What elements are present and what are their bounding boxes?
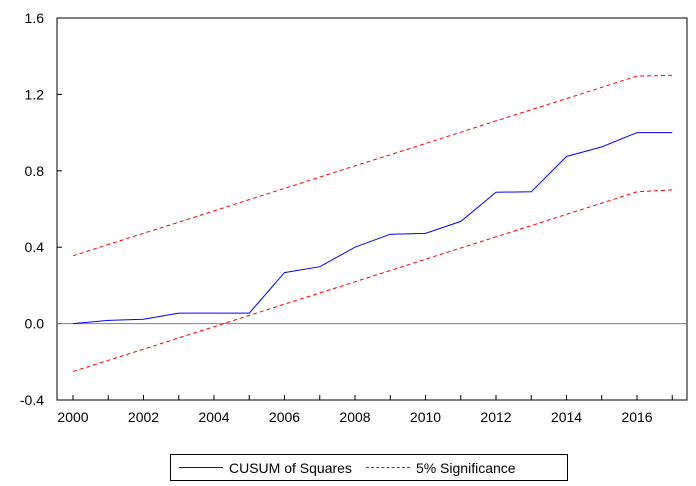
y-tick-label: 0.0 [25,316,45,332]
legend-swatch-cusum [179,467,223,468]
series-layer [72,74,673,372]
x-axis-ticks: 2000 2002 2004 2006 2008 2010 2012 2014 2016 [57,395,673,425]
legend-label-significance: 5% Significance [415,459,516,476]
series-line-0 [72,132,673,325]
y-axis-ticks: 1.6 1.2 0.8 0.4 0.0 -0.4 [20,10,62,408]
legend-item-significance: 5% Significance [358,460,516,476]
x-tick-label: 2012 [480,409,511,425]
x-tick-label: 2006 [269,409,300,425]
y-tick-label: 0.4 [25,239,45,255]
x-tick-label: 2004 [198,409,229,425]
x-tick-label: 2002 [128,409,159,425]
legend-label-cusum: CUSUM of Squares [229,459,352,476]
legend: CUSUM of Squares 5% Significance [170,454,568,481]
plot-frame [56,17,688,401]
series-line-2 [72,189,673,372]
x-tick-label: 2000 [57,409,88,425]
x-tick-label: 2014 [551,409,582,425]
y-tick-label: 1.2 [25,86,45,102]
y-tick-label: 0.8 [25,163,45,179]
legend-item-cusum: CUSUM of Squares [171,460,352,476]
x-tick-label: 2008 [339,409,370,425]
legend-swatch-significance [365,467,410,468]
series-line-1 [72,74,673,257]
y-tick-label: -0.4 [20,392,44,408]
y-tick-label: 1.6 [25,10,45,26]
x-tick-label: 2016 [621,409,652,425]
x-tick-label: 2010 [410,409,441,425]
